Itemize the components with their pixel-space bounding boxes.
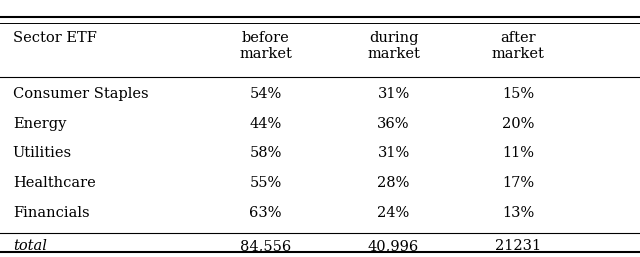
Text: 84,556: 84,556 xyxy=(240,239,291,253)
Text: before
market: before market xyxy=(239,31,292,61)
Text: during
market: during market xyxy=(367,31,420,61)
Text: 15%: 15% xyxy=(502,87,534,101)
Text: 24%: 24% xyxy=(378,206,410,219)
Text: Sector ETF: Sector ETF xyxy=(13,31,97,45)
Text: Financials: Financials xyxy=(13,206,90,219)
Text: 31%: 31% xyxy=(378,146,410,160)
Text: 63%: 63% xyxy=(250,206,282,219)
Text: 28%: 28% xyxy=(378,176,410,190)
Text: after
market: after market xyxy=(492,31,545,61)
Text: Utilities: Utilities xyxy=(13,146,72,160)
Text: 31%: 31% xyxy=(378,87,410,101)
Text: 36%: 36% xyxy=(378,117,410,131)
Text: Energy: Energy xyxy=(13,117,66,131)
Text: 11%: 11% xyxy=(502,146,534,160)
Text: 44%: 44% xyxy=(250,117,282,131)
Text: total: total xyxy=(13,239,47,253)
Text: 40,996: 40,996 xyxy=(368,239,419,253)
Text: 58%: 58% xyxy=(250,146,282,160)
Text: 17%: 17% xyxy=(502,176,534,190)
Text: 54%: 54% xyxy=(250,87,282,101)
Text: Consumer Staples: Consumer Staples xyxy=(13,87,148,101)
Text: 21231: 21231 xyxy=(495,239,541,253)
Text: 13%: 13% xyxy=(502,206,534,219)
Text: 55%: 55% xyxy=(250,176,282,190)
Text: Healthcare: Healthcare xyxy=(13,176,95,190)
Text: 20%: 20% xyxy=(502,117,534,131)
